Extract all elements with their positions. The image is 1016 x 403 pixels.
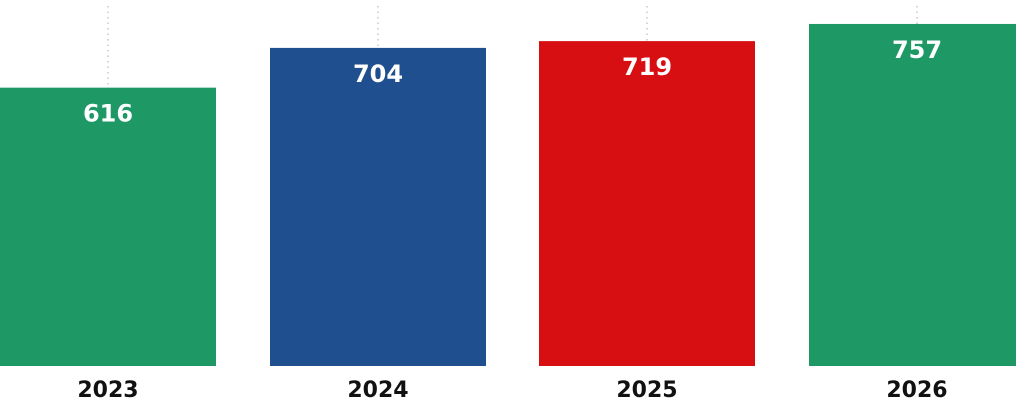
bar-value-label-2024: 704 [353, 60, 403, 88]
x-axis-tick-labels: 2023 2024 2025 2026 [77, 378, 947, 403]
bar-2023 [0, 88, 216, 366]
bar-value-label-2026: 757 [892, 36, 942, 64]
bar-value-label-2025: 719 [622, 53, 672, 81]
bar-2025 [539, 41, 755, 366]
x-tick-label-2023: 2023 [77, 378, 138, 403]
bar-value-label-2023: 616 [83, 100, 133, 128]
x-tick-label-2024: 2024 [347, 378, 408, 403]
grid-lines [108, 6, 917, 366]
x-tick-label-2026: 2026 [886, 378, 947, 403]
x-tick-label-2025: 2025 [616, 378, 677, 403]
bar-2026 [809, 24, 1016, 366]
bars [0, 24, 1016, 366]
bar-2024 [270, 48, 486, 366]
